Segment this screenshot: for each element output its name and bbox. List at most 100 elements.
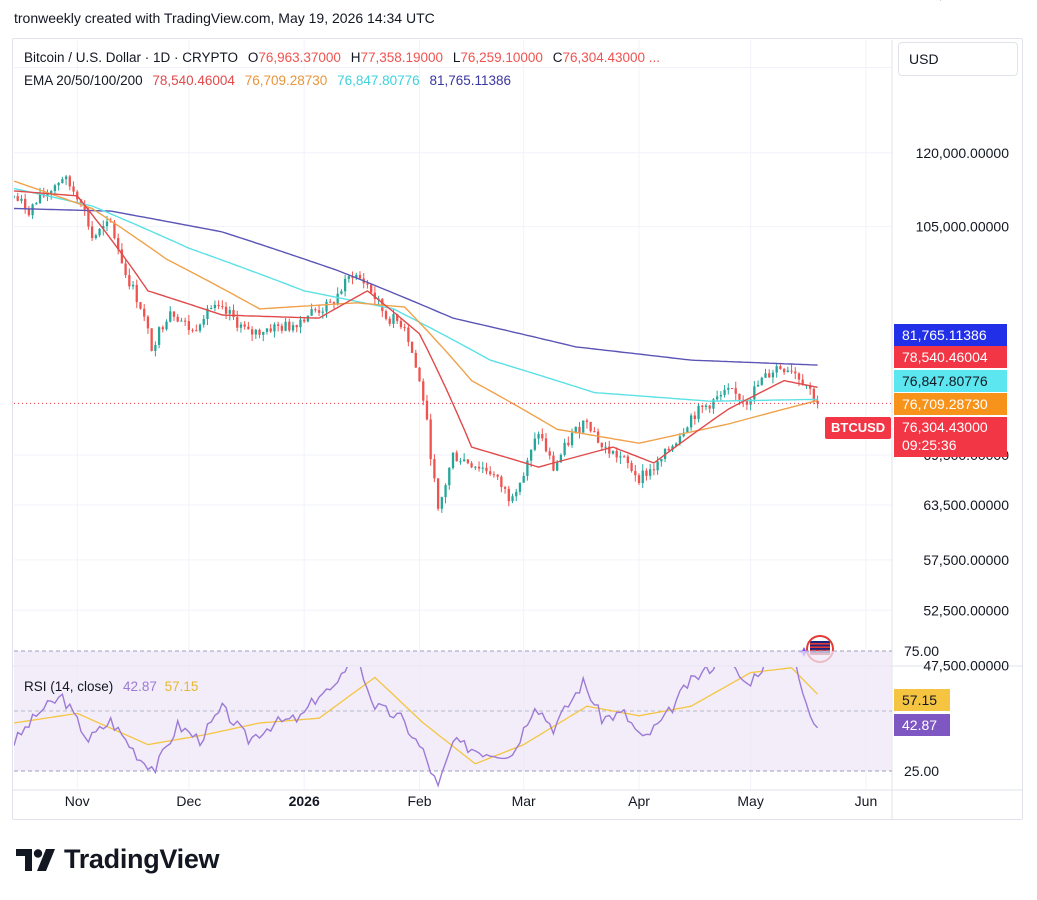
currency-selector[interactable]: USD bbox=[898, 42, 1018, 76]
candle-body bbox=[782, 369, 786, 373]
candle-body bbox=[280, 325, 284, 331]
candle-body bbox=[686, 427, 689, 433]
candle-body bbox=[470, 463, 473, 468]
candle-body bbox=[622, 456, 626, 458]
candle-body bbox=[585, 420, 589, 422]
candle-body bbox=[187, 321, 191, 331]
candle-body bbox=[403, 327, 406, 329]
candle-body bbox=[79, 199, 83, 205]
candle-body bbox=[161, 327, 164, 330]
candle-body bbox=[570, 432, 574, 446]
candle-body bbox=[306, 315, 310, 322]
candle-body bbox=[20, 198, 23, 201]
candle-body bbox=[347, 276, 350, 279]
candle-body bbox=[358, 274, 362, 279]
candle-body bbox=[526, 460, 529, 476]
candle-body bbox=[109, 221, 112, 223]
candle-body bbox=[760, 377, 763, 385]
candle-body bbox=[619, 456, 622, 458]
candle-body bbox=[165, 321, 168, 330]
candle-body bbox=[433, 459, 436, 479]
candle-body bbox=[64, 176, 68, 180]
candle-body bbox=[715, 396, 719, 400]
candle-body bbox=[492, 474, 496, 476]
ema-legend[interactable]: EMA 20/50/100/200 78,540.46004 76,709.28… bbox=[24, 73, 511, 88]
candle-body bbox=[723, 389, 726, 395]
candle-body bbox=[24, 198, 27, 210]
candle-body bbox=[232, 310, 235, 318]
rsi-ma-value: 57.15 bbox=[164, 679, 199, 694]
candle-body bbox=[388, 318, 391, 324]
candle-body bbox=[120, 249, 124, 264]
rsi-legend[interactable]: RSI (14, close) 42.87 57.15 bbox=[24, 679, 198, 694]
time-tick-label: 2026 bbox=[289, 793, 320, 809]
last-price: 76,304.43000 bbox=[902, 419, 988, 435]
price-tick-label: 63,500.00000 bbox=[923, 497, 1009, 513]
candle-body bbox=[299, 319, 302, 328]
candle-body bbox=[269, 328, 272, 332]
rsi-value: 42.87 bbox=[123, 679, 157, 694]
candle-body bbox=[191, 330, 194, 332]
candle-body bbox=[660, 458, 663, 462]
rsi-band bbox=[14, 651, 892, 771]
candle-body bbox=[310, 309, 313, 316]
flag-icon-stripe bbox=[810, 643, 830, 645]
candle-body bbox=[31, 204, 34, 216]
price-tick-label: 120,000.00000 bbox=[916, 145, 1010, 161]
price-tick-label: 47,500.00000 bbox=[923, 658, 1009, 674]
candle-body bbox=[150, 328, 153, 351]
candle-body bbox=[567, 442, 570, 446]
time-tick-label: Feb bbox=[407, 793, 431, 809]
bar-countdown: 09:25:36 bbox=[902, 437, 957, 453]
candle-body bbox=[325, 301, 328, 312]
candle-body bbox=[169, 311, 172, 322]
candle-body bbox=[273, 324, 276, 332]
candle-body bbox=[816, 400, 819, 404]
ema20-badge: 78,540.46004 bbox=[894, 346, 1007, 368]
candle-body bbox=[712, 399, 715, 409]
candle-body bbox=[678, 436, 682, 444]
candle-body bbox=[604, 446, 607, 448]
tradingview-logo[interactable]: TradingView bbox=[16, 844, 220, 875]
candle-body bbox=[321, 311, 324, 313]
ema100-value: 76,847.80776 bbox=[337, 73, 420, 88]
candle-body bbox=[87, 209, 90, 227]
rsi-tick-label: 75.00 bbox=[904, 643, 939, 659]
candle-body bbox=[656, 461, 659, 471]
candle-body bbox=[459, 461, 462, 463]
candle-body bbox=[563, 442, 566, 455]
candles-group bbox=[14, 174, 819, 513]
candle-body bbox=[689, 415, 693, 428]
symbol-header: Bitcoin / U.S. Dollar · 1D · CRYPTO O76,… bbox=[24, 50, 660, 65]
candle-body bbox=[704, 405, 708, 407]
candle-body bbox=[675, 443, 678, 447]
candle-body bbox=[343, 278, 347, 292]
candle-body bbox=[485, 467, 488, 472]
last-price-badge: 76,304.43000 09:25:36 bbox=[894, 417, 1007, 457]
ema-label: EMA 20/50/100/200 bbox=[24, 73, 143, 88]
rsi-ma-line bbox=[14, 667, 819, 765]
candle-body bbox=[213, 304, 217, 309]
candle-body bbox=[224, 306, 228, 314]
candle-body bbox=[693, 415, 696, 420]
candle-body bbox=[507, 488, 510, 502]
ema200-line bbox=[14, 207, 818, 366]
candle-body bbox=[340, 291, 343, 294]
price-tick-label: 105,000.00000 bbox=[916, 219, 1010, 235]
ema20-line bbox=[14, 190, 818, 468]
ohlc-close: C76,304.43000 ... bbox=[552, 50, 661, 65]
candle-body bbox=[254, 329, 257, 335]
candle-body bbox=[366, 283, 369, 285]
candle-body bbox=[35, 203, 38, 205]
time-tick-label: Mar bbox=[512, 793, 536, 809]
candle-body bbox=[143, 308, 146, 317]
candle-body bbox=[768, 373, 771, 378]
candle-body bbox=[131, 284, 135, 287]
candle-body bbox=[262, 331, 265, 335]
candle-body bbox=[46, 193, 49, 197]
candle-body bbox=[801, 379, 804, 386]
candle-body bbox=[436, 478, 440, 509]
candle-body bbox=[515, 491, 518, 497]
candle-body bbox=[172, 311, 176, 317]
